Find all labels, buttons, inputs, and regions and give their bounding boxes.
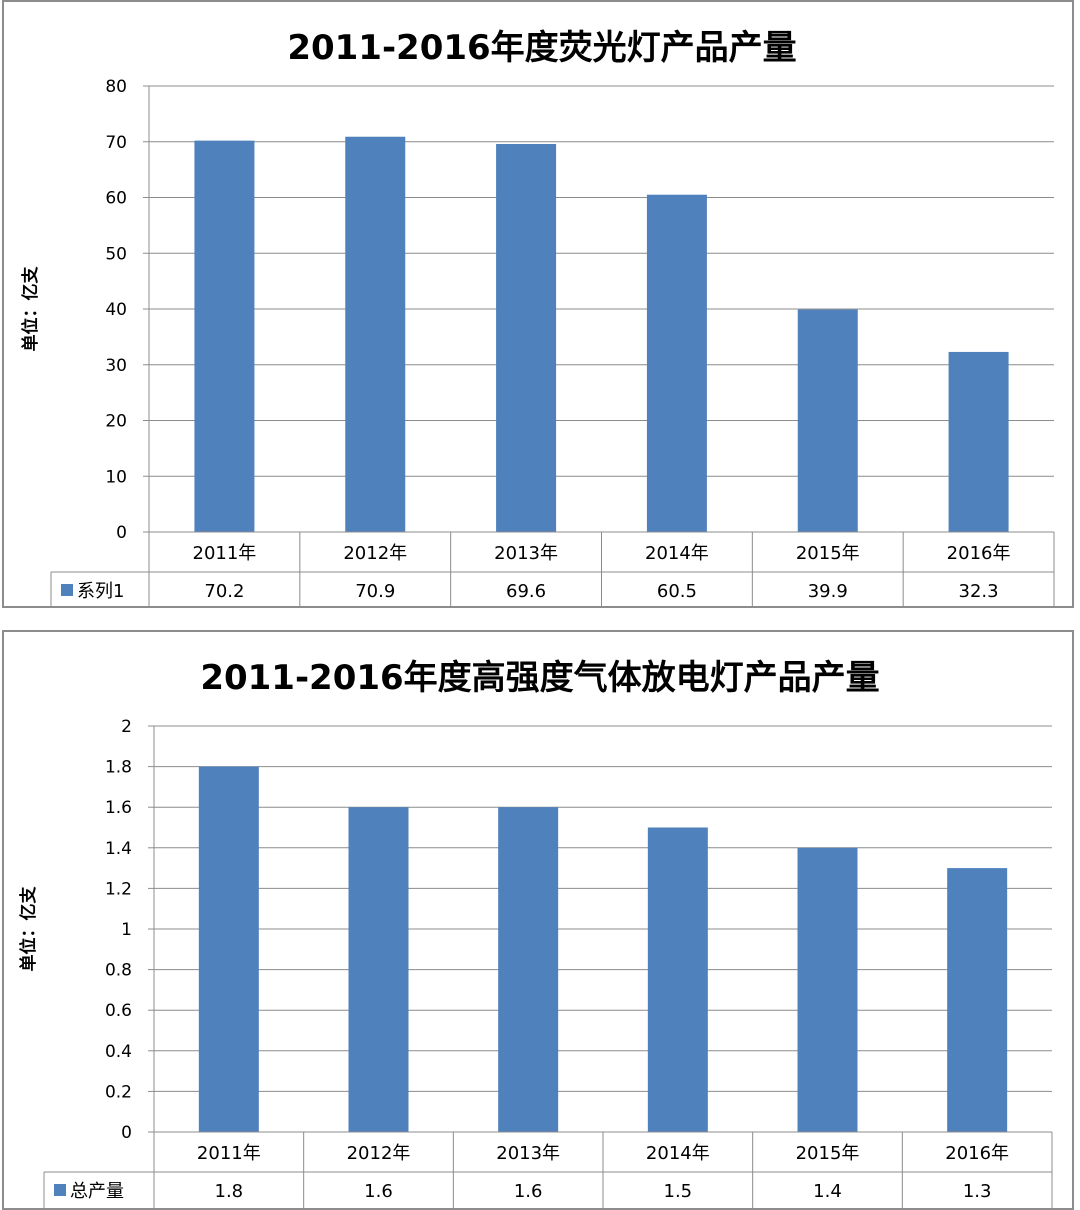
y-tick-label: 60 xyxy=(105,189,127,209)
bar-2014 xyxy=(646,194,707,532)
y-tick-label: 2 xyxy=(121,717,132,737)
chart-panel-hid: 2011-2016年度高强度气体放电灯产品产量单位：亿支 0 0.2 0.4 0.6 0.… xyxy=(2,630,1074,1210)
y-tick-label: 0 xyxy=(116,523,127,543)
y-tick-label: 30 xyxy=(105,356,127,376)
bar-2013 xyxy=(498,807,559,1132)
bar-2013 xyxy=(496,143,557,533)
chart-title: 2011-2016年度荧光灯产品产量 xyxy=(287,28,796,68)
y-axis-label: 单位：亿支 xyxy=(18,886,39,972)
data-label: 70.9 xyxy=(355,581,395,602)
bar-2012 xyxy=(345,136,406,533)
y-tick-label: 1 xyxy=(121,920,132,940)
y-tick-label: 1.6 xyxy=(105,798,132,818)
y-tick-label: 1.8 xyxy=(105,758,132,778)
x-tick-label: 2012年 xyxy=(343,543,407,564)
data-label: 1.3 xyxy=(963,1181,992,1202)
bar-2011 xyxy=(194,140,255,532)
x-tick-label: 2015年 xyxy=(796,1143,860,1164)
panel-gap xyxy=(0,608,1080,630)
y-tick-label: 10 xyxy=(105,467,127,487)
data-label: 1.6 xyxy=(364,1181,393,1202)
bar-2015 xyxy=(797,309,858,532)
bar-2012 xyxy=(348,807,409,1132)
x-tick-label: 2014年 xyxy=(646,1143,710,1164)
data-label: 39.9 xyxy=(808,581,848,602)
data-label: 1.6 xyxy=(514,1181,543,1202)
y-tick-label: 1.2 xyxy=(105,879,132,899)
x-tick-label: 2016年 xyxy=(947,543,1011,564)
y-tick-label: 1.4 xyxy=(105,839,132,859)
y-tick-label: 70 xyxy=(105,133,127,153)
legend-swatch xyxy=(54,1184,66,1196)
bar-2016 xyxy=(948,351,1009,532)
chart-panel-fluorescent: 2011-2016年度荧光灯产品产量单位：亿支 0 10 20 30 40 50 60 70 80… xyxy=(2,0,1074,608)
chart-title: 2011-2016年度高强度气体放电灯产品产量 xyxy=(200,658,879,698)
y-tick-label: 0.6 xyxy=(105,1001,132,1021)
data-label: 69.6 xyxy=(506,581,546,602)
data-label: 1.4 xyxy=(813,1181,842,1202)
bar-2016 xyxy=(947,868,1008,1132)
x-tick-label: 2016年 xyxy=(945,1143,1009,1164)
bar-2011 xyxy=(198,766,259,1132)
legend-label: 系列1 xyxy=(77,581,124,602)
y-axis-label: 单位：亿支 xyxy=(20,266,41,352)
x-tick-label: 2011年 xyxy=(197,1143,261,1164)
legend-label: 总产量 xyxy=(70,1181,124,1202)
y-tick-label: 20 xyxy=(105,412,127,432)
data-label: 32.3 xyxy=(959,581,999,602)
data-label: 1.5 xyxy=(664,1181,693,1202)
data-label: 70.2 xyxy=(204,581,244,602)
bar-2015 xyxy=(797,847,858,1132)
data-label: 1.8 xyxy=(215,1181,244,1202)
x-tick-label: 2014年 xyxy=(645,543,709,564)
y-tick-label: 0 xyxy=(121,1123,132,1143)
y-tick-label: 0.2 xyxy=(105,1082,132,1102)
x-tick-label: 2013年 xyxy=(494,543,558,564)
legend-swatch xyxy=(61,584,73,596)
y-tick-label: 0.4 xyxy=(105,1042,132,1062)
x-tick-label: 2013年 xyxy=(496,1143,560,1164)
data-label: 60.5 xyxy=(657,581,697,602)
x-tick-label: 2012年 xyxy=(347,1143,411,1164)
bar-2014 xyxy=(647,827,708,1132)
y-tick-label: 80 xyxy=(105,77,127,97)
x-tick-label: 2011年 xyxy=(193,543,257,564)
x-tick-label: 2015年 xyxy=(796,543,860,564)
y-tick-label: 40 xyxy=(105,300,127,320)
y-tick-label: 50 xyxy=(105,244,127,264)
y-tick-label: 0.8 xyxy=(105,961,132,981)
